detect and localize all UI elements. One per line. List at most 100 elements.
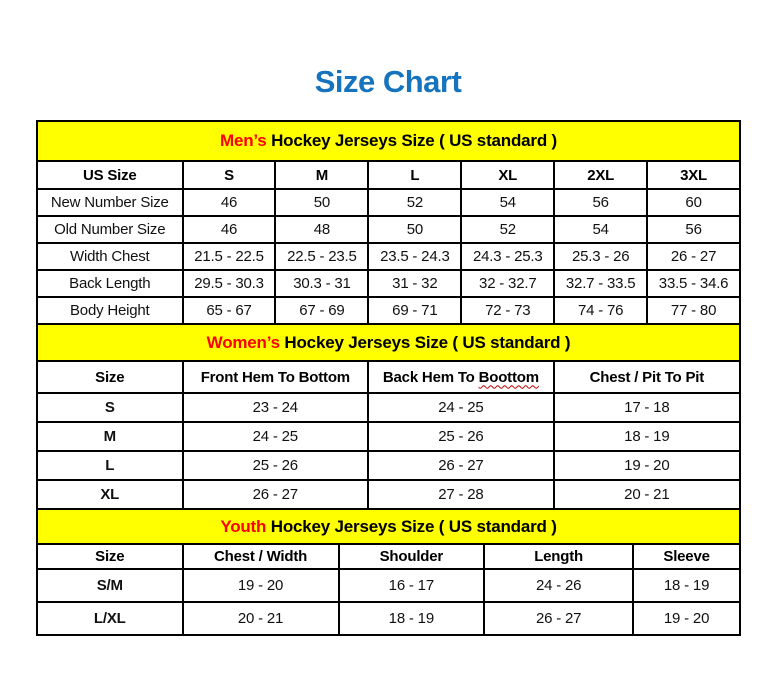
col-header-us-size: US Size xyxy=(36,160,184,190)
col-header-xl: XL xyxy=(460,160,556,190)
col-header-size: Size xyxy=(36,360,184,394)
value-cell: 17 - 18 xyxy=(552,392,742,423)
table-row: Width Chest 21.5 - 22.5 22.5 - 23.5 23.5… xyxy=(36,242,741,271)
womens-section-band: Women’s Hockey Jerseys Size ( US standar… xyxy=(36,323,741,362)
row-label: XL xyxy=(36,479,184,510)
page-title: Size Chart xyxy=(314,64,462,99)
col-header-s: S xyxy=(181,160,277,190)
womens-header-row: Size Front Hem To Bottom Back Hem To Boo… xyxy=(36,360,742,394)
row-label: Old Number Size xyxy=(36,215,184,244)
value-cell: 24 - 25 xyxy=(181,421,370,452)
value-cell: 19 - 20 xyxy=(552,450,742,481)
mens-section-band: Men’s Hockey Jerseys Size ( US standard … xyxy=(36,120,741,162)
value-cell: 56 xyxy=(553,188,649,217)
value-cell: 33.5 - 34.6 xyxy=(646,269,741,298)
value-cell: 24 - 26 xyxy=(483,568,635,603)
row-label: S xyxy=(36,392,184,423)
col-header-m: M xyxy=(274,160,370,190)
table-row: Back Length 29.5 - 30.3 30.3 - 31 31 - 3… xyxy=(36,269,741,298)
value-cell: 56 xyxy=(646,215,741,244)
womens-band-row: Women’s Hockey Jerseys Size ( US standar… xyxy=(36,323,741,362)
row-label: M xyxy=(36,421,184,452)
value-cell: 30.3 - 31 xyxy=(274,269,370,298)
value-cell: 25 - 26 xyxy=(367,421,555,452)
table-row: M 24 - 25 25 - 26 18 - 19 xyxy=(36,421,742,452)
value-cell: 26 - 27 xyxy=(181,479,370,510)
value-cell: 26 - 27 xyxy=(483,601,635,636)
row-label: Body Height xyxy=(36,296,184,325)
youth-section-band: Youth Hockey Jerseys Size ( US standard … xyxy=(36,508,741,545)
value-cell: 18 - 19 xyxy=(632,568,741,603)
womens-size-table: Women’s Hockey Jerseys Size ( US standar… xyxy=(36,323,742,510)
row-label: S/M xyxy=(36,568,184,603)
col-header-front-hem: Front Hem To Bottom xyxy=(181,360,370,394)
value-cell: 46 xyxy=(181,188,277,217)
col-header-chest-pit: Chest / Pit To Pit xyxy=(552,360,742,394)
col-header-3xl: 3XL xyxy=(646,160,741,190)
value-cell: 21.5 - 22.5 xyxy=(181,242,277,271)
youth-band-highlight: Youth xyxy=(220,516,267,536)
value-cell: 50 xyxy=(274,188,370,217)
youth-size-table: Youth Hockey Jerseys Size ( US standard … xyxy=(36,508,741,636)
mens-band-row: Men’s Hockey Jerseys Size ( US standard … xyxy=(36,120,741,162)
mens-band-highlight: Men’s xyxy=(219,131,267,150)
col-header-sleeve: Sleeve xyxy=(632,543,741,570)
mens-size-table: Men’s Hockey Jerseys Size ( US standard … xyxy=(36,120,741,325)
value-cell: 19 - 20 xyxy=(181,568,340,603)
table-row: L 25 - 26 26 - 27 19 - 20 xyxy=(36,450,742,481)
value-cell: 24 - 25 xyxy=(367,392,555,423)
back-hem-text: Back Hem To xyxy=(382,368,475,386)
size-chart-tables: Men’s Hockey Jerseys Size ( US standard … xyxy=(36,120,742,636)
value-cell: 48 xyxy=(274,215,370,244)
value-cell: 32 - 32.7 xyxy=(460,269,556,298)
value-cell: 72 - 73 xyxy=(460,296,556,325)
row-label: L xyxy=(36,450,184,481)
row-label: Back Length xyxy=(36,269,184,298)
value-cell: 19 - 20 xyxy=(632,601,741,636)
value-cell: 20 - 21 xyxy=(552,479,742,510)
womens-band-highlight: Women’s xyxy=(206,332,280,352)
value-cell: 25.3 - 26 xyxy=(553,242,649,271)
value-cell: 74 - 76 xyxy=(553,296,649,325)
value-cell: 26 - 27 xyxy=(646,242,741,271)
value-cell: 18 - 19 xyxy=(552,421,742,452)
mens-header-row: US Size S M L XL 2XL 3XL xyxy=(36,160,741,190)
row-label: Width Chest xyxy=(36,242,184,271)
col-header-chest-width: Chest / Width xyxy=(181,543,340,570)
col-header-length: Length xyxy=(483,543,635,570)
col-header-l: L xyxy=(367,160,463,190)
value-cell: 24.3 - 25.3 xyxy=(460,242,556,271)
col-header-size: Size xyxy=(36,543,184,570)
value-cell: 52 xyxy=(460,215,556,244)
value-cell: 32.7 - 33.5 xyxy=(553,269,649,298)
value-cell: 25 - 26 xyxy=(181,450,370,481)
value-cell: 65 - 67 xyxy=(181,296,277,325)
value-cell: 18 - 19 xyxy=(337,601,486,636)
table-row: L/XL 20 - 21 18 - 19 26 - 27 19 - 20 xyxy=(36,601,741,636)
value-cell: 27 - 28 xyxy=(367,479,555,510)
row-label: New Number Size xyxy=(36,188,184,217)
youth-header-row: Size Chest / Width Shoulder Length Sleev… xyxy=(36,543,741,570)
col-header-2xl: 2XL xyxy=(553,160,649,190)
youth-band-row: Youth Hockey Jerseys Size ( US standard … xyxy=(36,508,741,545)
value-cell: 23 - 24 xyxy=(181,392,370,423)
youth-band-title: Hockey Jerseys Size ( US standard ) xyxy=(270,516,557,536)
value-cell: 54 xyxy=(553,215,649,244)
value-cell: 52 xyxy=(367,188,463,217)
value-cell: 54 xyxy=(460,188,556,217)
col-header-back-hem: Back Hem To Boottom xyxy=(367,360,555,394)
value-cell: 20 - 21 xyxy=(181,601,340,636)
value-cell: 22.5 - 23.5 xyxy=(274,242,370,271)
row-label: L/XL xyxy=(36,601,184,636)
value-cell: 69 - 71 xyxy=(367,296,463,325)
value-cell: 23.5 - 24.3 xyxy=(367,242,463,271)
value-cell: 26 - 27 xyxy=(367,450,555,481)
col-header-shoulder: Shoulder xyxy=(337,543,486,570)
value-cell: 31 - 32 xyxy=(367,269,463,298)
womens-band-title: Hockey Jerseys Size ( US standard ) xyxy=(284,332,571,352)
value-cell: 16 - 17 xyxy=(337,568,486,603)
table-row: XL 26 - 27 27 - 28 20 - 21 xyxy=(36,479,742,510)
table-row: Old Number Size 46 48 50 52 54 56 xyxy=(36,215,741,244)
value-cell: 77 - 80 xyxy=(646,296,741,325)
